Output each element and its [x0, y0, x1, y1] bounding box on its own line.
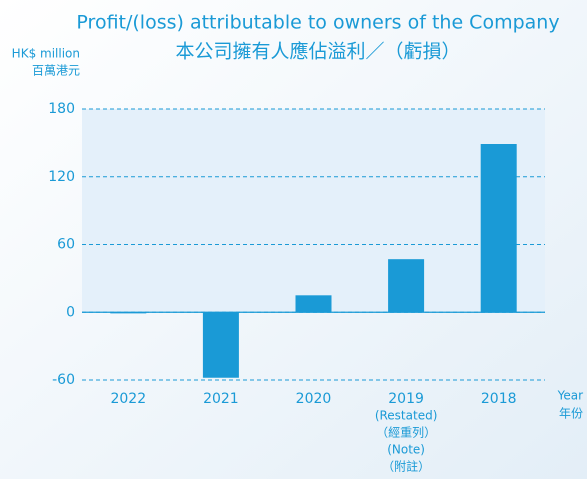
y-axis-label: 百萬港元	[32, 64, 80, 78]
y-tick-label: -60	[52, 372, 75, 388]
x-tick-label: 2022	[110, 391, 146, 407]
x-axis-label: Year	[557, 389, 583, 403]
chart-title: Profit/(loss) attributable to owners of …	[76, 12, 559, 34]
x-tick-note: （附註）	[382, 460, 430, 474]
y-tick-label: 0	[66, 304, 75, 320]
chart-subtitle: 本公司擁有人應佔溢利／（虧損）	[175, 40, 460, 63]
x-tick-label: 2018	[481, 391, 517, 407]
y-axis-label: HK$ million	[12, 47, 80, 61]
bar	[110, 312, 147, 314]
bar	[480, 144, 517, 313]
x-tick-note: (Note)	[387, 443, 425, 457]
x-tick-label: 2020	[296, 391, 332, 407]
bar	[295, 295, 332, 313]
y-tick-label: 180	[48, 101, 75, 117]
x-tick-label: 2021	[203, 391, 239, 407]
x-tick-note: （經重列）	[376, 426, 436, 440]
bar	[202, 312, 239, 378]
y-tick-label: 120	[48, 169, 75, 185]
x-tick-label: 2019	[388, 391, 424, 407]
x-tick-note: (Restated)	[375, 409, 438, 423]
y-tick-label: 60	[57, 237, 75, 253]
x-axis-label: 年份	[559, 407, 583, 421]
plot-band	[82, 109, 545, 313]
bar	[388, 259, 425, 313]
